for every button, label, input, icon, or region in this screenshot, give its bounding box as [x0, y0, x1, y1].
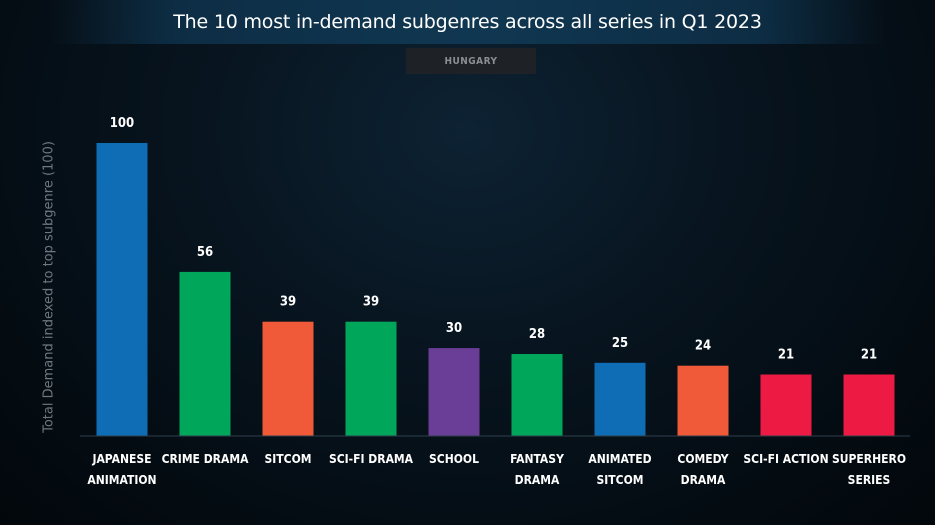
value-label-comedy-drama: 24 [695, 339, 711, 354]
value-label-sitcom: 39 [280, 295, 296, 310]
bar-comedy-drama [677, 365, 729, 436]
category-label-sci-fi-action: SCI-FI ACTION [743, 452, 828, 466]
bar-fantasy-drama [511, 354, 563, 436]
category-label-crime-drama: CRIME DRAMA [162, 452, 250, 466]
bar-japanese-animation [96, 143, 148, 436]
category-label-animated-sitcom: ANIMATED SITCOM [588, 452, 651, 487]
bar-crime-drama [179, 271, 231, 436]
value-label-crime-drama: 56 [197, 245, 213, 260]
bar-sitcom [262, 321, 314, 436]
category-label-comedy-drama: COMEDY DRAMA [677, 452, 728, 487]
country-badge: HUNGARY [406, 48, 536, 74]
bar-animated-sitcom [594, 362, 646, 437]
bar-school [428, 348, 480, 436]
category-label-sci-fi-drama: SCI-FI DRAMA [329, 452, 414, 466]
category-label-fantasy-drama: FANTASY DRAMA [510, 452, 564, 487]
value-label-school: 30 [446, 321, 462, 336]
value-label-sci-fi-drama: 39 [363, 295, 379, 310]
chart-title: The 10 most in-demand subgenres across a… [173, 11, 762, 33]
value-label-superhero-series: 21 [861, 348, 877, 363]
value-label-sci-fi-action: 21 [778, 348, 794, 363]
value-label-fantasy-drama: 28 [529, 327, 545, 342]
category-label-sitcom: SITCOM [265, 452, 312, 466]
category-label-superhero-series: SUPERHERO SERIES [832, 452, 906, 487]
value-label-animated-sitcom: 25 [612, 336, 628, 351]
value-label-japanese-animation: 100 [110, 116, 134, 131]
category-label-japanese-animation: JAPANESE ANIMATION [87, 452, 156, 487]
category-label-school: SCHOOL [429, 452, 479, 466]
title-bar: The 10 most in-demand subgenres across a… [50, 0, 885, 44]
bar-sci-fi-drama [345, 321, 397, 436]
bar-sci-fi-action [760, 374, 812, 436]
bar-superhero-series [843, 374, 895, 436]
